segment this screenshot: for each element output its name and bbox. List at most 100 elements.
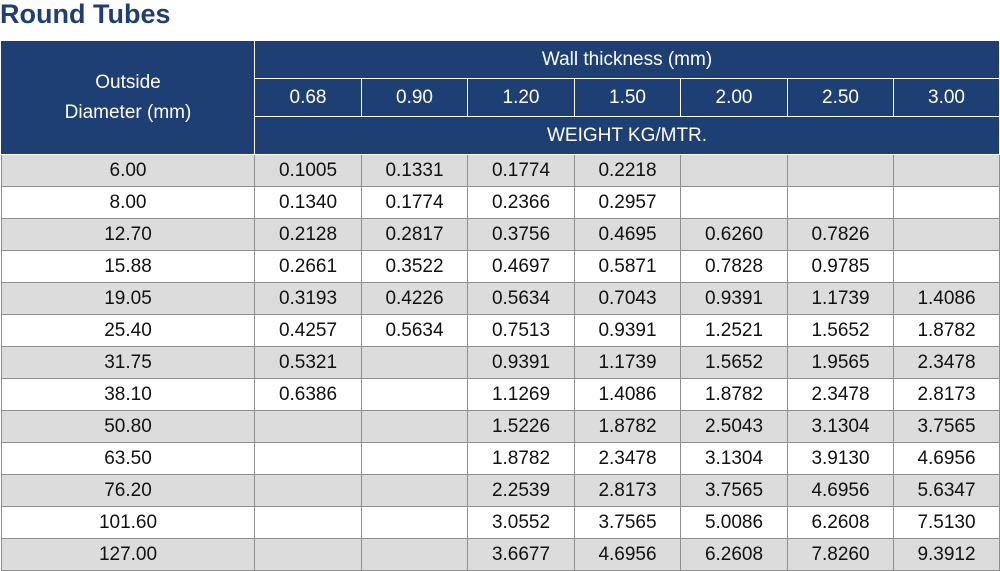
weight-cell: 0.4697 <box>467 250 575 283</box>
outside-diameter-header-line-2: Diameter (mm) <box>64 101 192 123</box>
weight-cell: 0.1774 <box>361 186 468 219</box>
diameter-cell: 127.00 <box>1 538 255 571</box>
outside-diameter-header: Outside Diameter (mm) <box>1 40 255 155</box>
weight-cell: 2.3478 <box>574 442 681 475</box>
weight-cell: 0.1774 <box>467 154 575 187</box>
weight-cell: 0.9391 <box>680 282 788 315</box>
weight-cell: 3.1304 <box>787 410 894 443</box>
page-title: Round Tubes <box>0 0 171 29</box>
weight-cell: 1.1739 <box>787 282 894 315</box>
weight-cell: 6.2608 <box>680 538 788 571</box>
weight-cell: 1.9565 <box>787 346 894 379</box>
table-row: 31.75 0.5321 0.9391 1.1739 1.5652 1.9565 2.347… <box>1 346 1000 379</box>
table-row: 38.10 0.6386 1.1269 1.4086 1.8782 2.3478 2.817… <box>1 378 1000 411</box>
diameter-cell: 31.75 <box>1 346 255 379</box>
thickness-header-row: 0.68 0.90 1.20 1.50 2.00 2.50 3.00 <box>2 78 1000 117</box>
weight-cell: 7.5130 <box>892 506 1000 539</box>
weight-cell <box>254 538 362 571</box>
weight-cell: 0.2366 <box>467 186 575 219</box>
thickness-column-header: 0.68 <box>254 78 362 117</box>
weight-cell: 1.4086 <box>892 282 1000 315</box>
weight-cell: 7.8260 <box>787 538 894 571</box>
weight-cell: 2.3478 <box>892 346 1000 379</box>
weight-cell: 0.3756 <box>467 218 575 251</box>
weight-cell <box>680 186 788 219</box>
diameter-cell: 19.05 <box>1 282 255 315</box>
weight-cell: 0.7828 <box>680 250 788 283</box>
weight-cell <box>361 506 468 539</box>
weight-cell: 1.5652 <box>680 346 788 379</box>
weight-cell: 0.7043 <box>574 282 681 315</box>
weight-cell: 5.6347 <box>892 474 1000 507</box>
weight-cell: 1.1269 <box>467 378 575 411</box>
weight-cell: 2.8173 <box>574 474 681 507</box>
weight-cell: 3.6677 <box>467 538 575 571</box>
weight-cell <box>787 186 894 219</box>
weight-cell: 2.5043 <box>680 410 788 443</box>
weight-cell: 4.6956 <box>892 442 1000 475</box>
table-body: 6.00 0.1005 0.1331 0.1774 0.2218 8.00 0.1340 0.… <box>1 154 1000 571</box>
thickness-column-header: 1.50 <box>574 78 681 117</box>
weight-cell <box>361 378 468 411</box>
weight-cell: 5.0086 <box>680 506 788 539</box>
weight-cell: 0.4257 <box>254 314 362 347</box>
thickness-column-header: 2.50 <box>787 78 894 117</box>
wall-thickness-header: Wall thickness (mm) <box>253 40 1000 79</box>
weight-cell: 4.6956 <box>787 474 894 507</box>
diameter-cell: 25.40 <box>1 314 255 347</box>
weight-cell: 2.3478 <box>787 378 894 411</box>
weight-cell: 0.7513 <box>467 314 575 347</box>
weight-cell: 0.9391 <box>574 314 681 347</box>
weight-cell <box>892 154 1000 187</box>
weight-cell <box>254 442 362 475</box>
weight-header: WEIGHT KG/MTR. <box>253 116 1000 155</box>
weight-cell: 0.7826 <box>787 218 894 251</box>
round-tubes-table: Outside Diameter (mm) Wall thickness (mm… <box>1 40 1000 571</box>
weight-cell <box>361 442 468 475</box>
weight-cell: 0.5871 <box>574 250 681 283</box>
weight-cell: 0.5634 <box>467 282 575 315</box>
weight-cell: 3.1304 <box>680 442 788 475</box>
weight-cell: 3.9130 <box>787 442 894 475</box>
weight-cell: 0.1331 <box>361 154 468 187</box>
weight-cell: 1.8782 <box>467 442 575 475</box>
diameter-cell: 76.20 <box>1 474 255 507</box>
weight-cell <box>892 250 1000 283</box>
weight-cell: 0.5321 <box>254 346 362 379</box>
diameter-cell: 38.10 <box>1 378 255 411</box>
weight-cell: 0.6260 <box>680 218 788 251</box>
weight-cell: 1.8782 <box>892 314 1000 347</box>
weight-cell: 1.5652 <box>787 314 894 347</box>
diameter-cell: 6.00 <box>1 154 255 187</box>
weight-cell: 3.0552 <box>467 506 575 539</box>
table-row: 127.00 3.6677 4.6956 6.2608 7.8260 9.3912 <box>1 538 1000 571</box>
thickness-column-header: 0.90 <box>361 78 468 117</box>
weight-cell: 0.3522 <box>361 250 468 283</box>
diameter-cell: 12.70 <box>1 218 255 251</box>
table-row: 63.50 1.8782 2.3478 3.1304 3.9130 4.6956 <box>1 442 1000 475</box>
weight-cell: 0.9391 <box>467 346 575 379</box>
weight-cell: 0.9785 <box>787 250 894 283</box>
weight-cell: 0.1340 <box>254 186 362 219</box>
weight-cell <box>892 186 1000 219</box>
outside-diameter-header-line-1: Outside <box>95 71 161 93</box>
diameter-cell: 15.88 <box>1 250 255 283</box>
weight-cell: 3.7565 <box>892 410 1000 443</box>
weight-cell: 1.8782 <box>680 378 788 411</box>
weight-cell: 0.2957 <box>574 186 681 219</box>
weight-cell: 0.4226 <box>361 282 468 315</box>
table-row: 19.05 0.3193 0.4226 0.5634 0.7043 0.9391 1.173… <box>1 282 1000 315</box>
weight-cell: 0.2218 <box>574 154 681 187</box>
table-row: 12.70 0.2128 0.2817 0.3756 0.4695 0.6260 0.782… <box>1 218 1000 251</box>
weight-cell <box>361 474 468 507</box>
table-row: 50.80 1.5226 1.8782 2.5043 3.1304 3.7565 <box>1 410 1000 443</box>
weight-cell: 4.6956 <box>574 538 681 571</box>
weight-cell: 1.8782 <box>574 410 681 443</box>
table-row: 25.40 0.4257 0.5634 0.7513 0.9391 1.2521 1.565… <box>1 314 1000 347</box>
weight-cell: 0.4695 <box>574 218 681 251</box>
weight-cell <box>361 346 468 379</box>
weight-cell <box>254 474 362 507</box>
table-row: 101.60 3.0552 3.7565 5.0086 6.2608 7.5130 <box>1 506 1000 539</box>
weight-cell <box>254 506 362 539</box>
weight-cell: 0.2128 <box>254 218 362 251</box>
